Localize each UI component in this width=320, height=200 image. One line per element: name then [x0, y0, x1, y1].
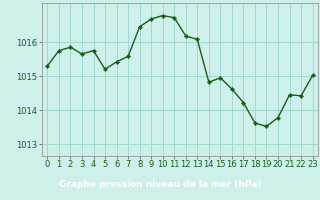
Text: Graphe pression niveau de la mer (hPa): Graphe pression niveau de la mer (hPa) [59, 180, 261, 189]
